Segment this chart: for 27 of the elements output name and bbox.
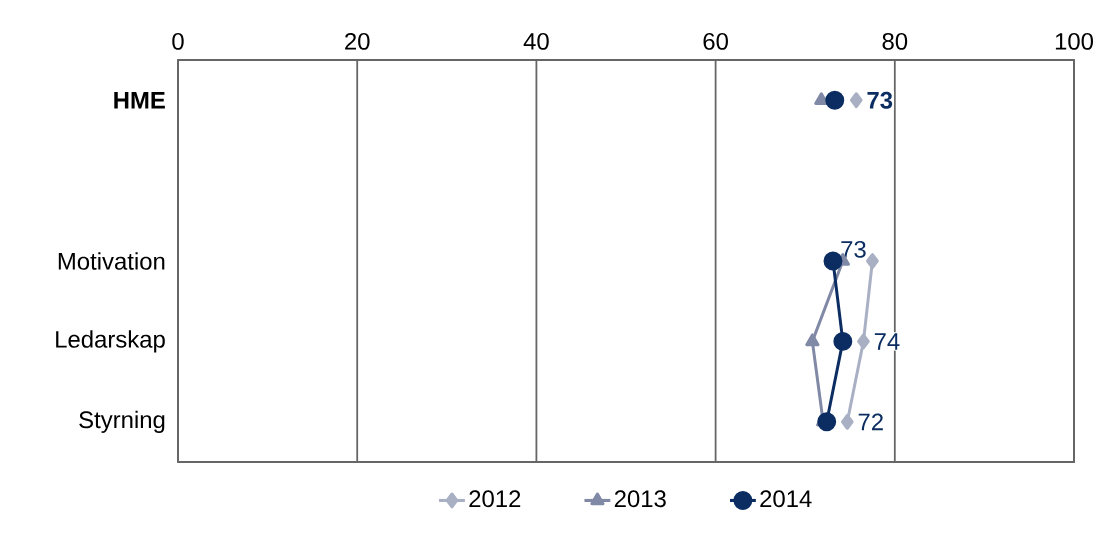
point xyxy=(857,333,870,350)
data-label: 73 xyxy=(841,240,866,258)
point xyxy=(849,92,863,109)
x-tick-label: 40 xyxy=(523,32,549,50)
y-tick-label: HME xyxy=(114,91,165,109)
point xyxy=(866,253,879,269)
legend-label: 2013 xyxy=(614,490,666,508)
point xyxy=(840,413,854,430)
x-tick-label: 0 xyxy=(172,32,184,50)
x-tick-label: 60 xyxy=(703,32,728,50)
point xyxy=(805,333,820,347)
y-tick-label: Motivation xyxy=(58,252,165,270)
point xyxy=(817,412,837,432)
x-tick-label: 20 xyxy=(345,32,370,50)
data-label: 74 xyxy=(874,333,900,350)
y-tick-label: Ledarskap xyxy=(56,330,165,353)
point xyxy=(823,251,843,271)
y-tick-label: Styrning xyxy=(79,410,165,433)
x-tick-label: 100 xyxy=(1055,32,1094,50)
point xyxy=(825,90,845,110)
point xyxy=(833,331,853,351)
data-label: 73 xyxy=(867,91,893,109)
data-label: 72 xyxy=(858,413,883,431)
legend-label: 2012 xyxy=(469,490,521,508)
point xyxy=(814,92,829,105)
legend-label: 2014 xyxy=(760,490,812,508)
x-tick-label: 80 xyxy=(882,32,908,50)
